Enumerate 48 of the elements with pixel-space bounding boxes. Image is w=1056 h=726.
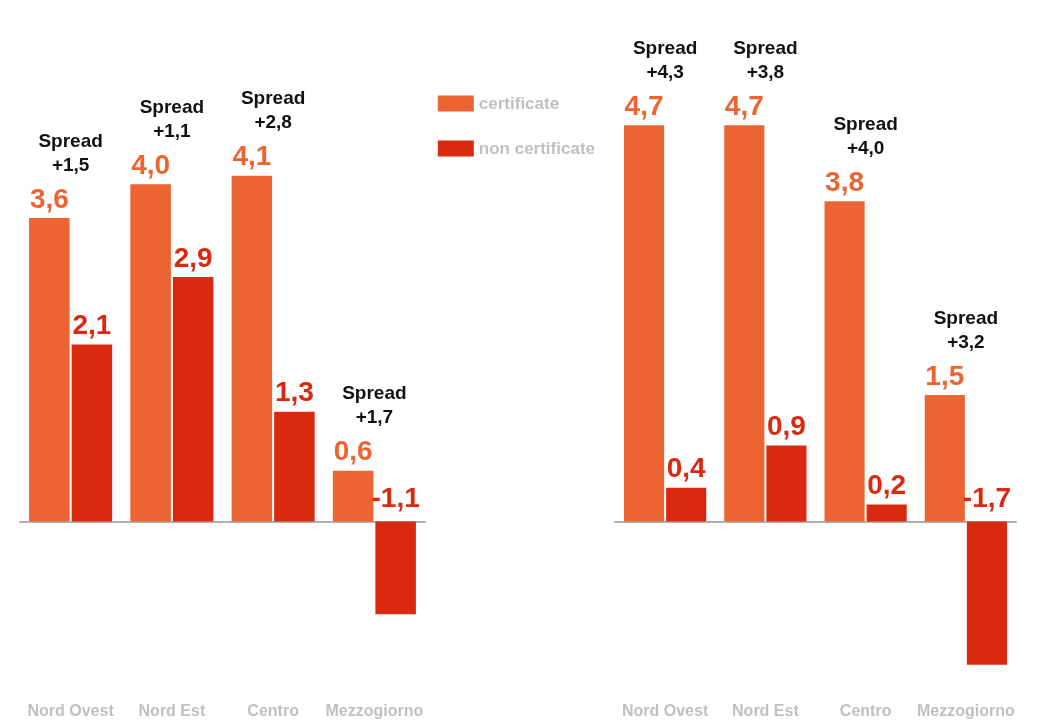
bar <box>274 411 315 522</box>
x-tick-label: Centro <box>247 701 300 719</box>
data-label: 3,8 <box>825 165 865 197</box>
legend-label: certificate <box>478 94 560 113</box>
x-tick-label: Nord Ovest <box>27 701 115 719</box>
annotation: Spread +2,8 <box>240 87 306 133</box>
data-label: 4,7 <box>724 89 764 121</box>
bar <box>966 521 1007 665</box>
bar <box>766 445 807 522</box>
annotation: Spread +3,2 <box>933 306 999 352</box>
bar <box>724 125 765 522</box>
x-tick-label: Mezzogiorno <box>916 701 1015 719</box>
data-label: 1,3 <box>274 376 314 408</box>
data-label: 4,1 <box>232 140 272 172</box>
bar <box>866 504 907 522</box>
bar <box>924 395 965 522</box>
bar <box>130 184 171 522</box>
bar <box>231 175 273 522</box>
data-label: 0,4 <box>666 452 707 484</box>
data-label: 3,6 <box>29 182 69 214</box>
data-label: 2,9 <box>173 241 213 273</box>
bar <box>172 277 214 522</box>
legend-label: non certificate <box>478 139 596 158</box>
x-tick-label: Nord Ovest <box>622 701 709 719</box>
annotation: Spread +1,5 <box>38 129 103 175</box>
x-tick-label: Nord Est <box>138 701 206 719</box>
x-tick-label: Centro <box>839 701 892 719</box>
bar <box>824 201 865 522</box>
data-label: 1,5 <box>925 359 965 391</box>
bar <box>624 125 665 522</box>
data-label: 2,1 <box>72 308 112 340</box>
data-label: 0,2 <box>867 469 907 501</box>
bar <box>71 344 113 522</box>
bar <box>332 470 374 522</box>
annotation: Spread +1,7 <box>342 382 407 428</box>
data-label: 0,6 <box>333 435 373 467</box>
x-tick-label: Nord Est <box>732 701 800 719</box>
data-label: 0,9 <box>766 410 806 442</box>
annotation: Spread +3,8 <box>733 36 798 82</box>
data-label: 4,7 <box>624 89 664 121</box>
annotation: Spread +4,3 <box>632 36 698 82</box>
bar <box>375 521 416 615</box>
annotation: Spread +1,1 <box>139 95 205 141</box>
data-label: 4,0 <box>131 148 171 180</box>
bar <box>29 218 70 522</box>
x-tick-label: Mezzogiorno <box>325 701 424 719</box>
annotation: Spread +4,0 <box>833 112 898 158</box>
bar <box>666 487 707 522</box>
